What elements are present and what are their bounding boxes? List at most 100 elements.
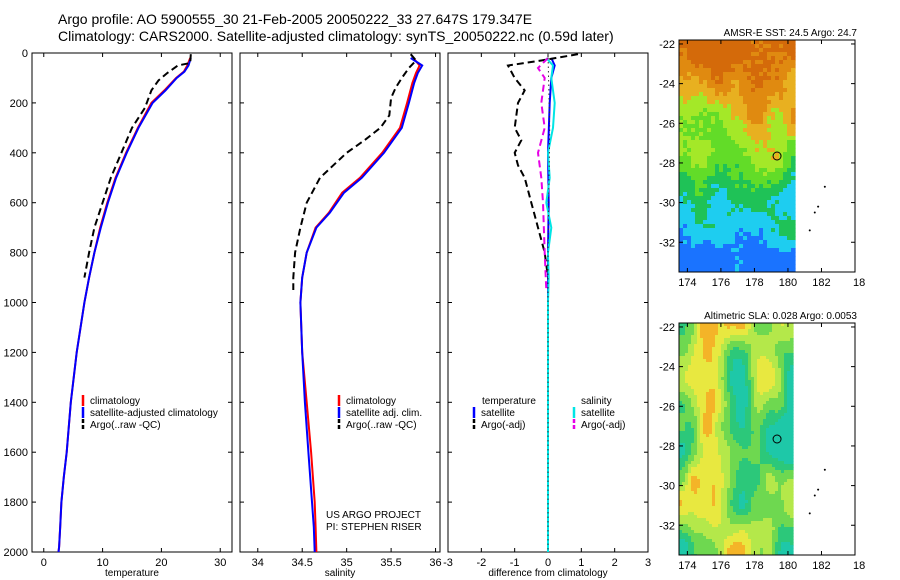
sla-map-cell (763, 473, 767, 477)
sla-map-cell (718, 362, 722, 366)
sla-map-cell (781, 365, 785, 369)
sla-map-cell (733, 476, 737, 480)
sst-map-cell (695, 264, 700, 269)
sla-map-cell (694, 374, 698, 378)
sla-map-cell (760, 533, 764, 537)
sst-map-cell (679, 152, 684, 157)
sla-map-cell (709, 377, 713, 381)
sla-map-cell (784, 464, 788, 468)
sla-map-cell (775, 404, 779, 408)
sla-map-cell (739, 401, 743, 405)
sst-map-xtick-label: 174 (678, 277, 696, 289)
sla-map-cell (727, 512, 731, 516)
sst-map-cell (779, 80, 784, 85)
sla-map-cell (736, 401, 740, 405)
sla-map-cell (688, 494, 692, 498)
sla-map-cell (703, 458, 707, 462)
sst-map-cell (783, 176, 788, 181)
sla-map-cell (775, 344, 779, 348)
sla-map-cell (763, 347, 767, 351)
sla-map-cell (694, 455, 698, 459)
sla-map-cell (706, 458, 710, 462)
sla-map-cell (697, 389, 701, 393)
sla-map-cell (691, 353, 695, 357)
sla-map-cell (691, 341, 695, 345)
sst-map-cell (735, 200, 740, 205)
sst-map-cell (767, 148, 772, 153)
sst-map-cell (687, 68, 692, 73)
sla-map-cell (685, 473, 689, 477)
sst-map-cell (759, 76, 764, 81)
sla-map-cell (775, 455, 779, 459)
sla-map-cell (772, 551, 776, 555)
sla-map-cell (784, 470, 788, 474)
sst-map-cell (755, 120, 760, 125)
sst-map-cell (707, 236, 712, 241)
difference-xtick-label: 3 (645, 557, 651, 569)
sla-map-cell (736, 497, 740, 501)
sla-map-cell (751, 392, 755, 396)
sst-map-cell (767, 80, 772, 85)
sla-map-cell (772, 368, 776, 372)
sst-map-cell (751, 96, 756, 101)
sst-map-cell (703, 48, 708, 53)
sla-map-cell (730, 512, 734, 516)
sla-map-cell (772, 479, 776, 483)
sla-map-cell (739, 335, 743, 339)
sla-map-cell (748, 497, 752, 501)
sst-map-cell (711, 144, 716, 149)
sst-map-cell (731, 268, 736, 272)
sla-map-cell (724, 452, 728, 456)
sla-map-cell (748, 458, 752, 462)
sla-map-cell (721, 524, 725, 528)
sst-map-cell (735, 208, 740, 213)
sla-map-cell (766, 494, 770, 498)
sla-map-cell (709, 476, 713, 480)
sla-map-cell (679, 350, 683, 354)
sla-map-cell (724, 437, 728, 441)
sst-map-cell (679, 220, 684, 225)
sla-map-cell (682, 341, 686, 345)
sla-map-cell (712, 461, 716, 465)
sst-map-cell (695, 176, 700, 181)
sla-map-cell (739, 395, 743, 399)
sst-map-cell (739, 108, 744, 113)
sst-map-cell (775, 196, 780, 201)
sla-map-cell (748, 431, 752, 435)
sst-map-cell (747, 80, 752, 85)
sst-map-cell (683, 228, 688, 233)
sla-map-cell (685, 449, 689, 453)
sst-map-cell (703, 196, 708, 201)
sla-map-cell (697, 515, 701, 519)
sst-map-cell (707, 176, 712, 181)
sst-map-cell (739, 44, 744, 49)
sst-map-cell (787, 132, 792, 137)
sst-map-cell (691, 116, 696, 121)
sla-map-cell (736, 551, 740, 555)
sla-map-cell (697, 326, 701, 330)
sla-map-cell (772, 524, 776, 528)
sla-map-cell (706, 434, 710, 438)
sla-map-cell (730, 362, 734, 366)
sla-map-cell (784, 536, 788, 540)
sst-map-cell (747, 236, 752, 241)
sla-map-cell (769, 500, 773, 504)
sst-map-cell (707, 88, 712, 93)
sst-map-cell (779, 60, 784, 65)
sst-map-cell (739, 48, 744, 53)
sla-map-cell (784, 365, 788, 369)
sst-map-cell (723, 180, 728, 185)
sst-map-cell (683, 236, 688, 241)
sla-map-cell (685, 392, 689, 396)
sla-map-cell (766, 515, 770, 519)
sla-map-cell (742, 386, 746, 390)
sst-map-cell (739, 104, 744, 109)
sst-map-cell (707, 52, 712, 57)
sst-map-cell (771, 132, 776, 137)
sla-map-cell (739, 476, 743, 480)
sst-map-cell (739, 88, 744, 93)
sla-map-cell (742, 356, 746, 360)
sla-map-cell (748, 476, 752, 480)
sla-map-cell (679, 497, 683, 501)
sla-map-cell (700, 470, 704, 474)
